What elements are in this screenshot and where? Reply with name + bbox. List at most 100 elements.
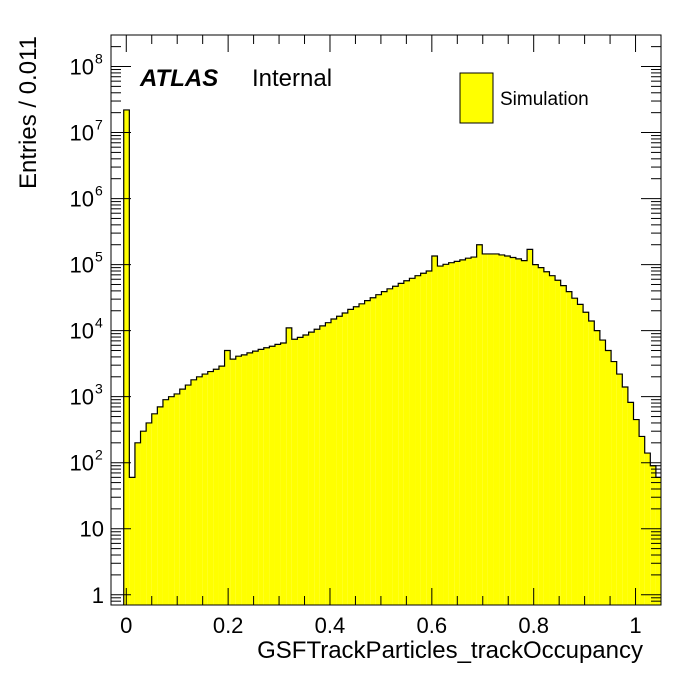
histogram-bar <box>174 393 180 605</box>
histogram-bar <box>454 261 460 605</box>
histogram-bar <box>599 340 606 605</box>
histogram-bar <box>263 347 270 605</box>
legend-label-simulation: Simulation <box>500 89 589 110</box>
status-label: Internal <box>252 65 332 92</box>
histogram-bar <box>499 254 505 605</box>
y-tick-label: 10 <box>70 187 94 212</box>
histogram-bar <box>179 389 186 605</box>
histogram-bar <box>633 419 640 605</box>
x-axis-title: GSFTrackParticles_trackOccupancy <box>257 637 643 664</box>
histogram-bar <box>515 258 522 605</box>
y-tick-exponent: 8 <box>95 51 103 67</box>
y-tick-label: 10 <box>70 385 94 410</box>
histogram-bar <box>207 371 214 605</box>
histogram-bar <box>398 283 404 605</box>
histogram-bar <box>527 249 533 605</box>
histogram-bar <box>314 329 320 605</box>
histogram-bar <box>224 350 231 605</box>
histogram-bar <box>476 244 483 606</box>
histogram-bar <box>555 280 561 605</box>
histogram-bar <box>185 385 191 605</box>
histogram-bar <box>588 320 595 605</box>
histogram-bar <box>437 266 444 605</box>
histogram-bar <box>274 344 281 605</box>
y-tick-exponent: 2 <box>95 447 103 463</box>
histogram-bar <box>392 286 399 605</box>
histogram-bar <box>146 422 152 605</box>
histogram-bar <box>560 285 567 605</box>
y-tick-exponent: 4 <box>95 315 103 331</box>
histogram-bar <box>504 255 511 606</box>
histogram-bar <box>571 298 578 605</box>
histogram-bar <box>409 278 416 605</box>
histogram-bar <box>387 288 393 605</box>
legend-swatch-simulation <box>459 72 494 124</box>
histogram-bar <box>459 259 466 605</box>
histogram-bar <box>549 275 556 605</box>
histogram-bar <box>235 356 242 605</box>
histogram-bar <box>336 316 343 605</box>
histogram-bar <box>583 312 589 605</box>
histogram-bar <box>123 109 130 605</box>
histogram-bar <box>532 264 539 605</box>
histogram-bar <box>241 354 247 605</box>
histogram-bar <box>605 350 612 605</box>
histogram-bar <box>426 271 432 605</box>
histogram-bar <box>627 402 634 605</box>
histogram-bar <box>403 280 410 605</box>
histogram-bars <box>123 109 661 606</box>
histogram-bar <box>482 253 488 605</box>
histogram-bar <box>246 352 253 605</box>
histogram-bar <box>359 303 365 605</box>
histogram-bar <box>538 267 544 605</box>
histogram-bar <box>308 332 315 605</box>
histogram-bar <box>190 379 197 605</box>
histogram-bar <box>151 413 158 605</box>
plot-frame <box>110 34 662 606</box>
y-tick-exponent: 7 <box>95 117 103 133</box>
histogram-bar <box>218 366 225 605</box>
histogram-bar <box>286 327 292 605</box>
histogram-bar <box>577 304 584 605</box>
x-tick-label: 0.4 <box>315 613 346 638</box>
histogram-bar <box>510 257 516 605</box>
histogram-bar <box>420 273 427 605</box>
y-tick-label: 10 <box>70 319 94 344</box>
y-tick-label: 1 <box>92 583 104 608</box>
x-tick-label: 0.6 <box>417 613 448 638</box>
histogram-bar <box>622 387 628 605</box>
histogram-bar <box>258 349 264 605</box>
histogram-bar <box>353 306 360 605</box>
histogram-bar <box>291 339 298 605</box>
histogram-bar <box>465 258 472 605</box>
histogram-bar <box>655 477 661 605</box>
histogram-bar <box>157 406 163 605</box>
histogram-bar <box>616 374 623 605</box>
histogram-bar <box>639 436 645 605</box>
histogram-bar <box>594 330 600 605</box>
y-tick-exponent: 3 <box>95 381 103 397</box>
histogram-bar <box>347 309 354 605</box>
histogram-bar <box>370 297 376 605</box>
histogram-bar <box>431 255 438 606</box>
histogram-bar <box>543 271 550 605</box>
x-tick-label: 0 <box>120 613 132 638</box>
histogram-bar <box>611 361 617 605</box>
histogram-bar <box>297 337 303 605</box>
x-tick-label: 1 <box>629 613 641 638</box>
histogram-bar <box>168 396 175 605</box>
histogram-bar <box>230 359 236 605</box>
histogram-bar <box>364 300 371 605</box>
y-tick-label: 10 <box>70 55 94 80</box>
histogram-bar <box>487 253 494 605</box>
histogram-bar <box>162 399 169 605</box>
x-tick-label: 0.2 <box>213 613 244 638</box>
histogram-bar <box>381 291 388 605</box>
y-tick-label: 10 <box>70 121 94 146</box>
histogram-bar <box>213 369 219 605</box>
experiment-label: ATLAS <box>139 65 218 92</box>
histogram-bar <box>471 257 477 605</box>
histogram-bar <box>415 275 421 605</box>
y-tick-label: 10 <box>70 253 94 278</box>
y-tick-label: 10 <box>80 517 104 542</box>
